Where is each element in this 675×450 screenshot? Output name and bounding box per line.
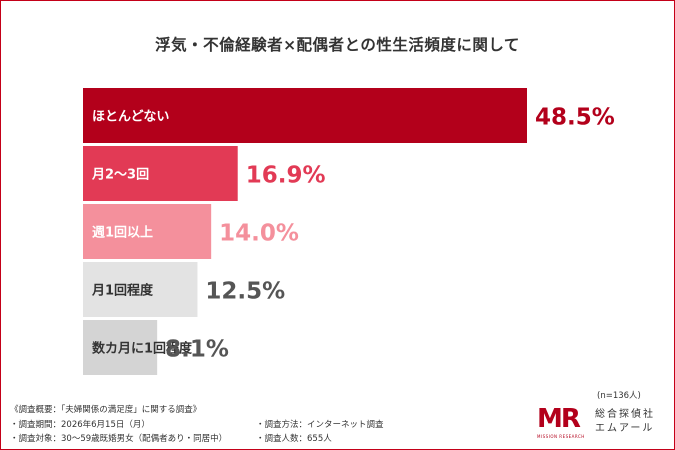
bar-label-2: 月2〜3回 (91, 168, 149, 183)
survey-summary: 《調査概要：「夫婦関係の満足度」に関する調査》 (10, 405, 202, 415)
bar-label-3: 週1回以上 (92, 226, 153, 241)
survey-target-text: 調査対象：30〜59歳既婚男女（配偶者あり・同居中） (18, 434, 228, 444)
logo-mark: MR (537, 404, 581, 434)
logo-subtitle: MISSION RESEARCH (537, 434, 585, 439)
survey-method: ・調査方法：インターネット調査 (256, 420, 384, 430)
survey-period: ・調査期間：2026年6月15日（月） (10, 420, 150, 430)
bar-value-1: 48.5% (535, 105, 615, 131)
bar-label-5: 数カ月に1回程度 (92, 341, 193, 357)
bar-value-4: 12.5% (205, 279, 285, 305)
survey-count: ・調査人数：655人 (256, 434, 332, 444)
bar-value-3: 14.0% (219, 221, 299, 247)
sample-size: (n=136人) (597, 391, 641, 401)
logo-name-line2: エムアール (595, 423, 655, 434)
bar-value-5: 8.1% (165, 337, 229, 363)
chart-title: 浮気・不倫経験者×配偶者との性生活頻度に関して (155, 36, 520, 54)
bar-5 (83, 320, 158, 375)
logo-name-line1: 総合探偵社 (595, 409, 655, 420)
survey-method-text: 調査方法：インターネット調査 (264, 420, 384, 430)
survey-target: ・調査対象：30〜59歳既婚男女（配偶者あり・同居中） (10, 434, 228, 444)
logo-company-name: 総合探偵社 エムアール (595, 408, 655, 436)
bar-4 (83, 262, 198, 317)
bar-1 (83, 88, 527, 143)
bar-label-4: 月1回程度 (91, 283, 154, 299)
survey-period-text: 調査期間：2026年6月15日（月） (18, 420, 150, 430)
survey-count-text: 調査人数：655人 (264, 434, 332, 444)
bar-label-1: ほとんどない (92, 110, 169, 125)
bar-2 (83, 146, 238, 201)
bar-value-2: 16.9% (246, 163, 326, 189)
company-logo: MR MISSION RESEARCH 総合探偵社 エムアール (537, 406, 657, 444)
bar-3 (83, 204, 212, 259)
